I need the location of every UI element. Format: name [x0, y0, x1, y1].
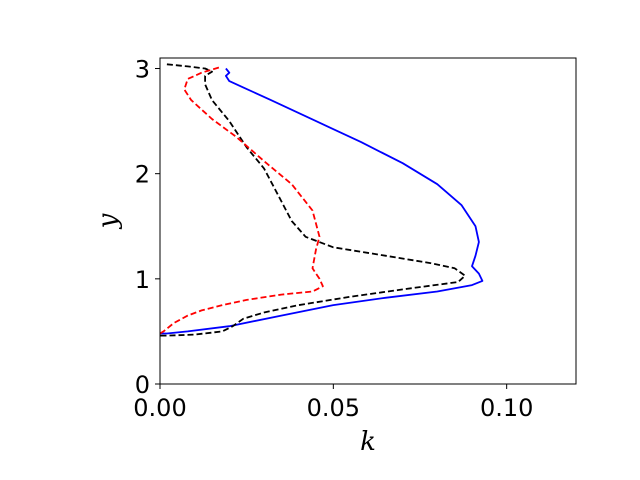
x-tick-label: 0.00	[133, 394, 186, 422]
plot-frame	[159, 57, 577, 385]
x-axis-label: k	[360, 427, 376, 457]
y-tick-label: 2	[135, 161, 150, 189]
x-axis-ticks: 0.00 0.05 0.10	[133, 384, 533, 422]
x-tick-label: 0.05	[307, 394, 360, 422]
y-axis-label: y	[93, 213, 123, 229]
y-axis-ticks: 0 1 2 3	[135, 56, 160, 399]
x-tick-label: 0.10	[480, 394, 533, 422]
y-tick-label: 3	[135, 56, 150, 84]
y-tick-label: 1	[135, 266, 150, 294]
y-tick-label: 0	[135, 371, 150, 399]
series-layer	[160, 63, 484, 337]
series-line-2	[160, 63, 466, 337]
series-line-3	[160, 66, 324, 335]
series-line-1	[160, 67, 484, 335]
